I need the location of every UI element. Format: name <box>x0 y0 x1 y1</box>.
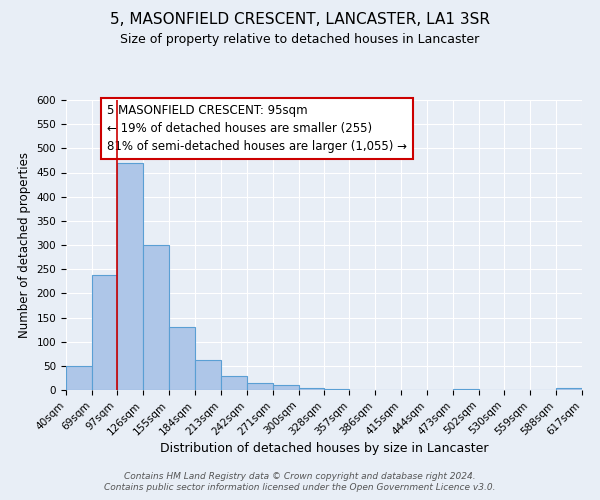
X-axis label: Distribution of detached houses by size in Lancaster: Distribution of detached houses by size … <box>160 442 488 455</box>
Bar <box>195 360 221 390</box>
Bar <box>299 388 323 390</box>
Bar <box>221 376 247 390</box>
Text: 5, MASONFIELD CRESCENT, LANCASTER, LA1 3SR: 5, MASONFIELD CRESCENT, LANCASTER, LA1 3… <box>110 12 490 28</box>
Text: Size of property relative to detached houses in Lancaster: Size of property relative to detached ho… <box>121 32 479 46</box>
Y-axis label: Number of detached properties: Number of detached properties <box>18 152 31 338</box>
Bar <box>92 275 117 390</box>
Bar <box>117 163 143 390</box>
Text: Contains HM Land Registry data © Crown copyright and database right 2024.
Contai: Contains HM Land Registry data © Crown c… <box>104 472 496 492</box>
Bar <box>556 388 582 390</box>
Bar <box>272 385 299 390</box>
Bar <box>66 366 92 390</box>
Text: 5 MASONFIELD CRESCENT: 95sqm
← 19% of detached houses are smaller (255)
81% of s: 5 MASONFIELD CRESCENT: 95sqm ← 19% of de… <box>107 104 407 154</box>
Bar <box>169 327 195 390</box>
Bar <box>247 383 272 390</box>
Bar <box>453 389 479 390</box>
Bar <box>143 245 169 390</box>
Bar <box>323 388 349 390</box>
